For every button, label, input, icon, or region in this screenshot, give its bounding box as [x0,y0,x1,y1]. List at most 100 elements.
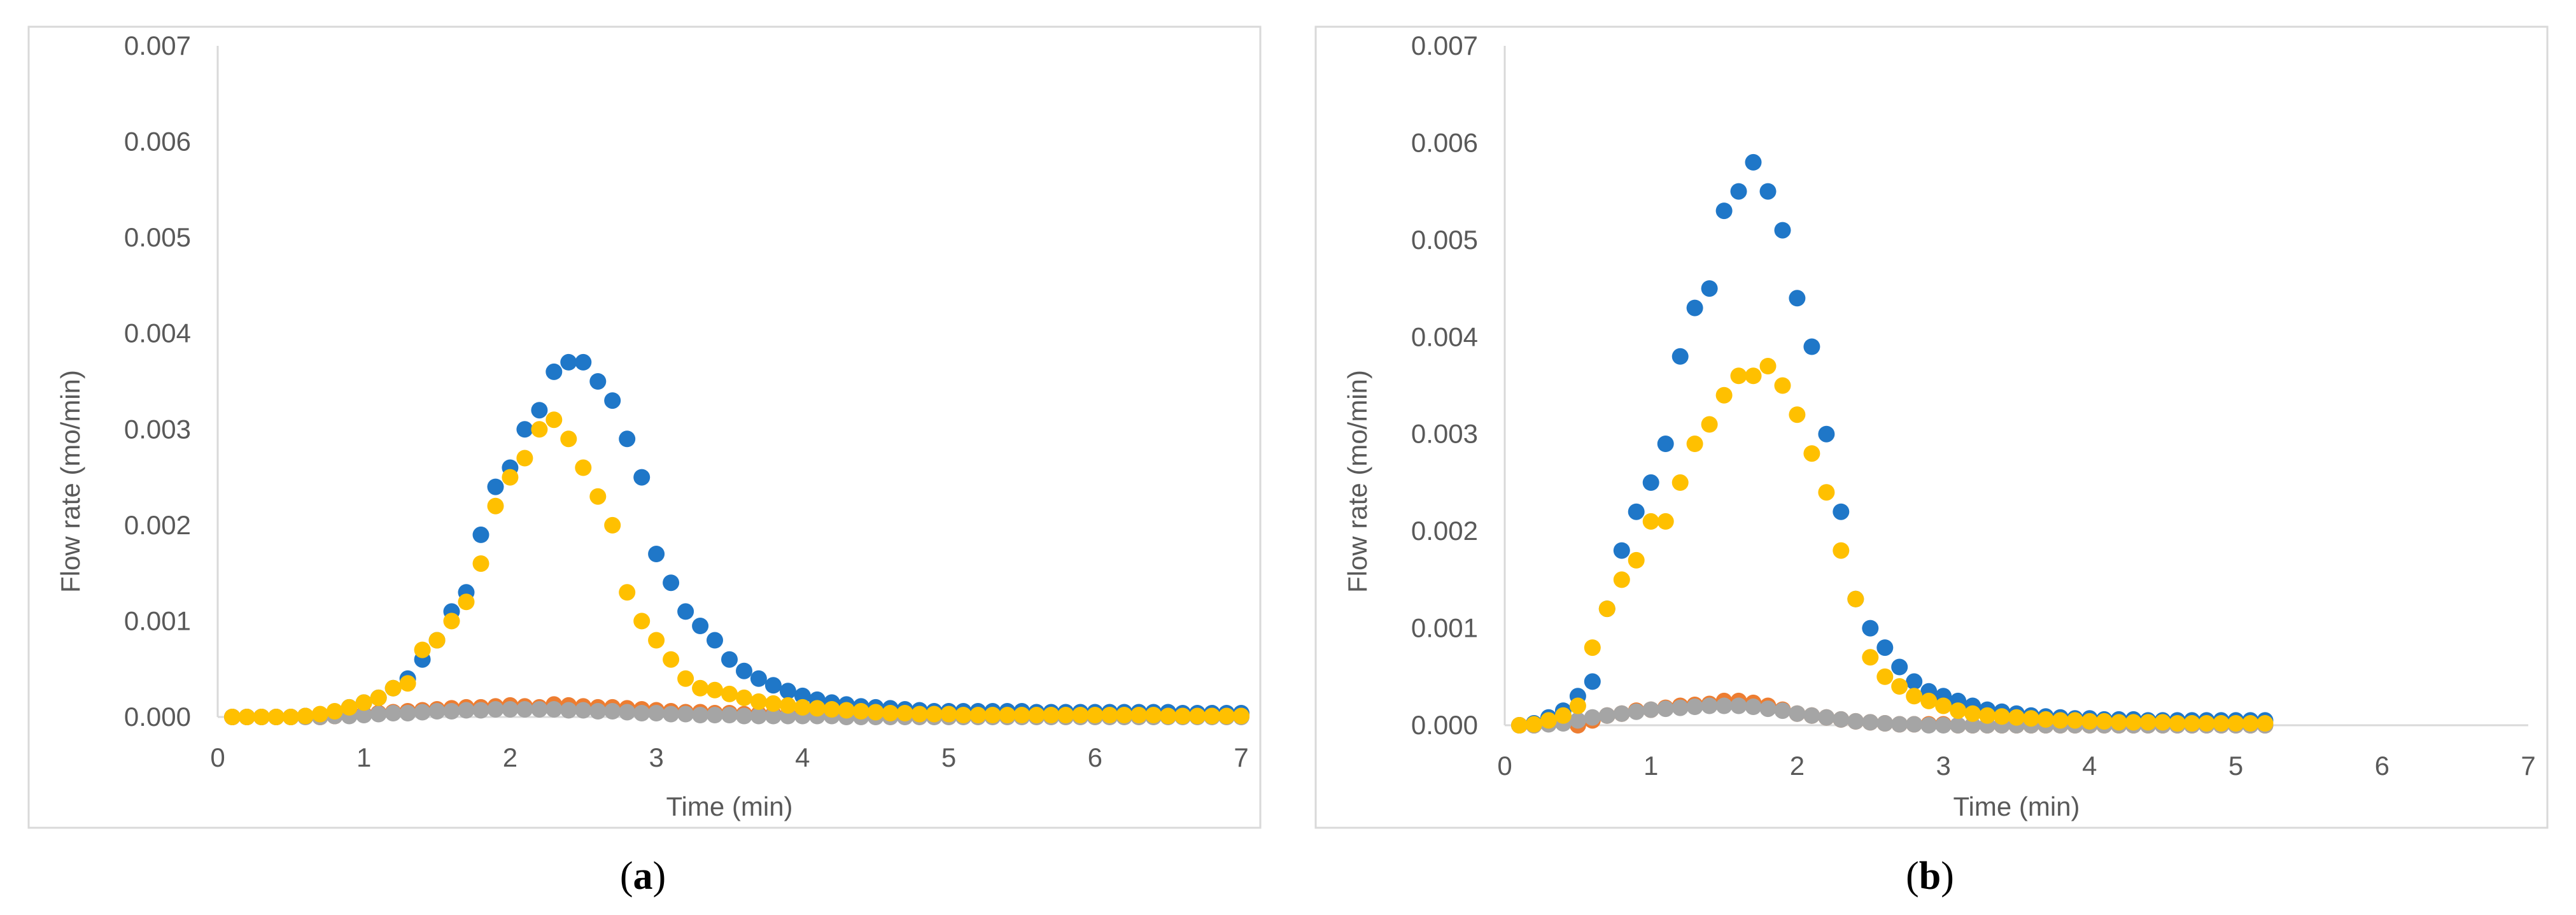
data-point [531,402,548,419]
data-point [2008,709,2025,726]
chart-b-y-tick-label: 0.005 [1411,225,1478,255]
chart-a-x-tick-labels: 0 1 2 3 4 5 6 7 [210,742,1248,772]
data-point [1950,717,1967,734]
data-point [370,706,387,723]
data-point [648,705,665,721]
data-point [1584,709,1601,726]
data-point [1130,707,1148,723]
data-point [2169,715,2186,732]
data-point [2110,714,2127,731]
chart-b-x-tick-labels: 0 1 2 3 4 5 6 7 [1497,751,2535,781]
data-point [1218,707,1235,725]
data-point [341,699,358,716]
data-point [1789,290,1806,307]
data-point [516,701,533,718]
data-point [1950,702,1967,720]
data-point [1935,717,1952,734]
data-point [794,687,811,704]
data-point [238,709,255,725]
data-point [1730,697,1747,714]
data-point [692,618,709,634]
data-point [2125,714,2142,731]
chart-b-y-tick-labels: 0.000 0.001 0.002 0.003 0.004 0.005 0.006 0.007 [1411,31,1478,740]
data-point [692,679,709,697]
data-point [2023,710,2039,727]
data-point [1584,639,1601,656]
data-point [911,706,928,723]
chart-b-x-tick-label: 2 [1790,751,1805,781]
data-point [1657,700,1674,718]
data-point [2066,712,2083,729]
data-point [1847,590,1864,607]
data-point [575,353,592,371]
data-point [721,651,738,668]
data-point [1803,338,1820,355]
data-point [736,662,752,679]
chart-b-x-tick-label: 6 [2375,751,2389,781]
chart-panel-b: 0.000 0.001 0.002 0.003 0.004 0.005 0.006 0.007… [1314,25,2549,829]
chart-a-x-axis-title: Time (min) [666,791,792,821]
data-point [764,695,782,712]
data-point [1145,707,1162,723]
chart-b-x-tick-label: 0 [1497,751,1512,781]
data-point [852,703,869,720]
data-point [823,701,840,718]
data-point [2037,711,2054,728]
data-point [1174,707,1192,725]
data-point [472,555,489,572]
data-point [663,574,680,592]
chart-a-frame [27,25,1262,829]
data-point [619,704,636,721]
data-point [1701,280,1718,297]
chart-a-y-tick-labels: 0.000 0.001 0.002 0.003 0.004 0.005 0.006 0.007 [124,31,191,732]
data-point [1628,703,1645,720]
data-point [969,707,987,723]
data-point [838,702,855,719]
data-point [1657,436,1674,452]
chart-b-y-tick-label: 0.007 [1411,31,1478,60]
chart-a-y-axis-title: Flow rate (mo/min) [55,370,85,593]
data-point [1569,697,1586,714]
data-point [736,707,752,725]
chart-b-y-tick-label: 0.004 [1411,322,1478,351]
data-point [1906,688,1923,705]
data-point [707,632,723,649]
data-point [384,705,402,721]
chart-a-y-tick-label: 0.005 [124,222,191,252]
data-point [1745,153,1762,171]
chart-b-y-tick-label: 0.006 [1411,127,1478,157]
data-point [1087,707,1104,723]
data-point [414,641,431,658]
data-point [326,703,343,720]
data-point [2183,715,2200,732]
data-point [531,701,548,718]
data-point [516,421,533,438]
chart-b-x-axis-title: Time (min) [1953,791,2080,821]
data-point [736,689,752,706]
data-point [779,683,796,700]
data-point [1891,716,1908,733]
data-point [984,707,1001,723]
data-point [267,709,285,725]
data-point [1715,697,1733,714]
chart-b-y-tick-label: 0.003 [1411,419,1478,449]
data-point [1774,377,1791,394]
data-point [589,703,607,720]
data-point [750,707,767,725]
chart-a-x-tick-label: 3 [649,742,663,772]
data-point [1715,387,1733,404]
data-point [1642,474,1659,491]
data-point [808,700,826,717]
data-point [560,430,577,448]
data-point [633,705,651,721]
chart-a-y-tick-label: 0.004 [124,318,191,348]
chart-b-y-tick-label: 0.002 [1411,516,1478,546]
data-point [545,363,563,380]
data-point [1072,707,1089,723]
data-point [355,707,372,723]
data-point [516,450,533,467]
data-point [2095,713,2113,730]
data-point [633,613,651,630]
data-point [1818,425,1835,443]
data-point [1525,716,1542,733]
